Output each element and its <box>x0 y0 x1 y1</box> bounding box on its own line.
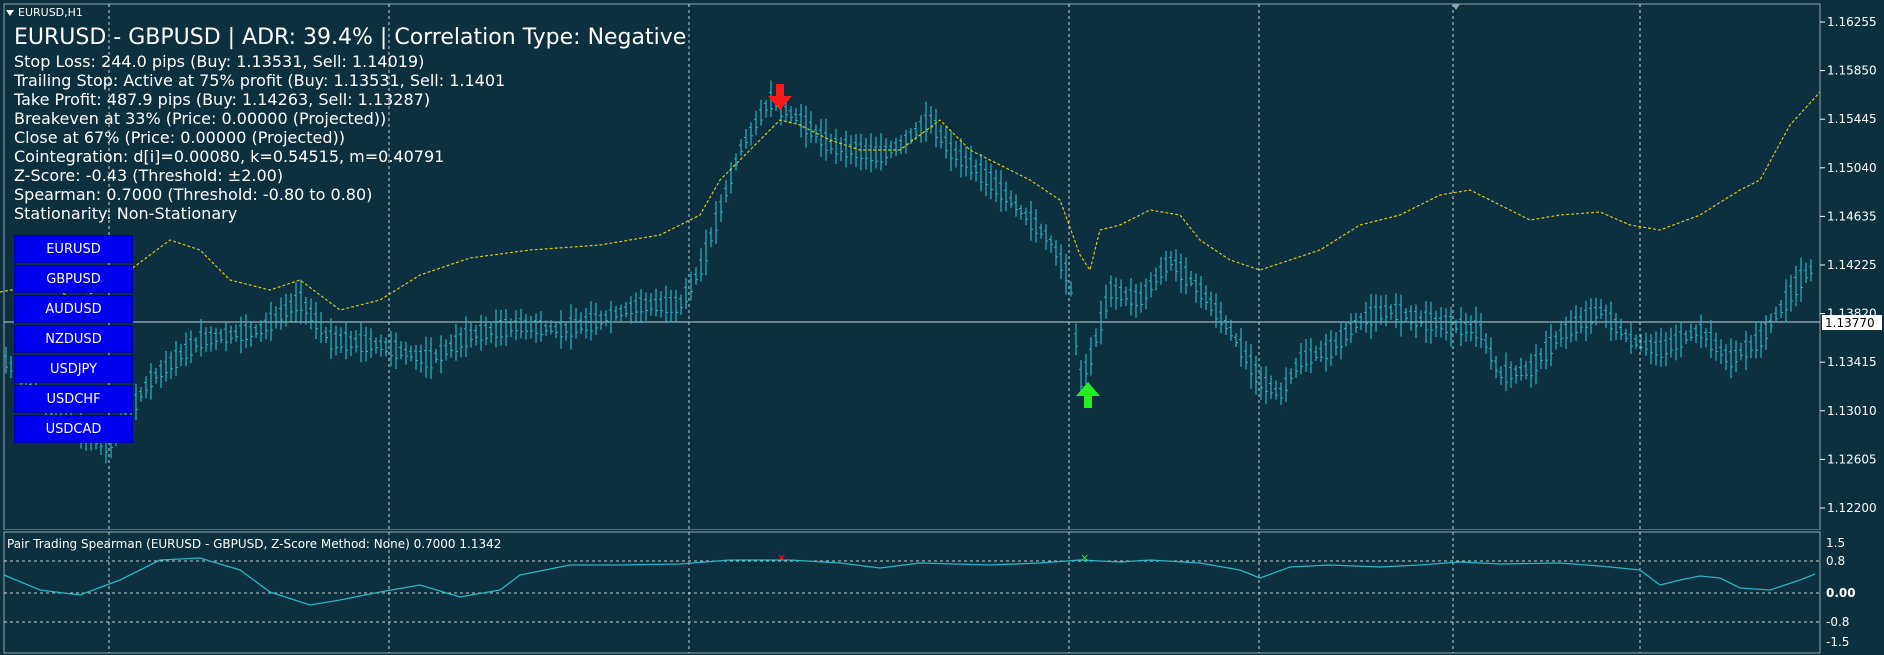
indicator-tick-label: -0.8 <box>1826 615 1849 629</box>
price-tick-label: 1.14635 <box>1827 209 1877 223</box>
cointegration-text: Cointegration: d[i]=0.00080, k=0.54515, … <box>14 147 445 166</box>
current-price-text: 1.13770 <box>1825 316 1875 330</box>
spearman-line <box>3 557 1816 606</box>
pair-headline: EURUSD - GBPUSD | ADR: 39.4% | Correlati… <box>14 25 687 50</box>
pair-button-usdcad[interactable]: USDCAD <box>14 415 133 443</box>
pair-button-audusd[interactable]: AUDUSD <box>14 295 133 323</box>
indicator-axis: 1.5 0.8 0.00 -0.8 -1.5 <box>1826 536 1856 649</box>
stop-loss-text: Stop Loss: 244.0 pips (Buy: 1.13531, Sel… <box>14 52 425 71</box>
gbpusd-overlay-line <box>0 91 1821 311</box>
sell-cross-icon: × <box>777 551 786 564</box>
pair-button-group: EURUSD GBPUSD AUDUSD NZDUSD USDJPY USDCH… <box>14 235 133 445</box>
price-tick-label: 1.14225 <box>1827 258 1877 272</box>
zscore-text: Z-Score: -0.43 (Threshold: ±2.00) <box>14 166 284 185</box>
price-tick-label: 1.16255 <box>1827 15 1877 29</box>
info-panel: EURUSD - GBPUSD | ADR: 39.4% | Correlati… <box>14 24 686 223</box>
pair-button-eurusd[interactable]: EURUSD <box>14 235 133 263</box>
indicator-tick-label: -1.5 <box>1826 635 1849 649</box>
indicator-tick-label: 0.8 <box>1826 554 1845 568</box>
symbol-timeframe-label: EURUSD,H1 <box>6 6 83 19</box>
spearman-indicator-panel[interactable]: × × 1.5 0.8 0.00 -0.8 -1.5 <box>0 530 1884 655</box>
pair-button-nzdusd[interactable]: NZDUSD <box>14 325 133 353</box>
arrow-up-icon <box>1076 382 1100 408</box>
breakeven-text: Breakeven at 33% (Price: 0.00000 (Projec… <box>14 109 387 128</box>
spearman-text: Spearman: 0.7000 (Threshold: -0.80 to 0.… <box>14 185 373 204</box>
stationarity-text: Stationarity: Non-Stationary <box>14 204 238 223</box>
take-profit-text: Take Profit: 487.9 pips (Buy: 1.14263, S… <box>14 90 431 109</box>
price-tick-label: 1.15040 <box>1827 161 1877 175</box>
chart-frame <box>3 3 1821 530</box>
price-tick-label: 1.15445 <box>1827 112 1877 126</box>
indicator-tick-label: 1.5 <box>1826 536 1845 550</box>
buy-cross-icon: × <box>1080 551 1089 564</box>
close-at-text: Close at 67% (Price: 0.00000 (Projected)… <box>14 128 345 147</box>
current-price-tag <box>1822 315 1882 330</box>
pair-button-usdjpy[interactable]: USDJPY <box>14 355 133 383</box>
price-tick-label: 1.15850 <box>1827 64 1877 78</box>
shift-marker-icon[interactable] <box>1452 4 1460 10</box>
price-tick-label: 1.13415 <box>1827 355 1877 369</box>
arrow-down-icon <box>768 84 792 110</box>
trailing-stop-text: Trailing Stop: Active at 75% profit (Buy… <box>14 71 506 90</box>
pair-button-gbpusd[interactable]: GBPUSD <box>14 265 133 293</box>
price-chart[interactable]: 1.16255 1.15850 1.15445 1.15040 1.14635 1.142… <box>0 0 1884 530</box>
price-tick-label: 1.13010 <box>1827 404 1877 418</box>
chevron-down-icon[interactable] <box>6 10 14 16</box>
pair-button-usdchf[interactable]: USDCHF <box>14 385 133 413</box>
price-axis: 1.16255 1.15850 1.15445 1.15040 1.14635 1.142… <box>1820 15 1877 515</box>
indicator-title: Pair Trading Spearman (EURUSD - GBPUSD, … <box>7 537 502 551</box>
price-tick-label: 1.12200 <box>1827 501 1877 515</box>
price-tick-label: 1.12605 <box>1827 452 1877 466</box>
indicator-tick-label: 0.00 <box>1826 586 1856 600</box>
